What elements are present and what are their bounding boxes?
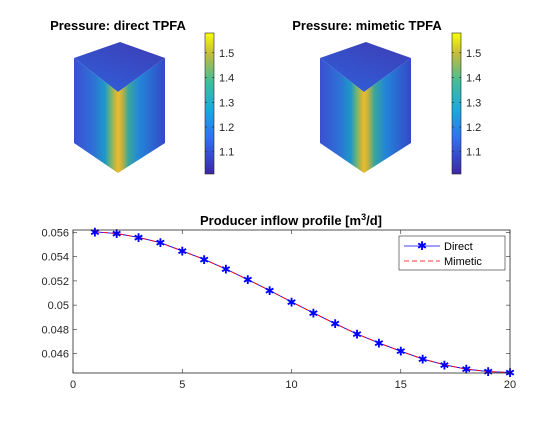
data-point-direct: ✱ <box>265 284 275 298</box>
data-point-direct: ✱ <box>352 327 362 341</box>
left-colorbar-tick-label: 1.5 <box>219 48 234 60</box>
data-point-direct: ✱ <box>374 336 384 350</box>
data-point-direct: ✱ <box>439 358 449 372</box>
data-point-direct: ✱ <box>396 345 406 359</box>
plot-box <box>72 229 511 374</box>
y-tick-label: 0.056 <box>41 227 69 239</box>
right-cube-left-face <box>320 58 364 173</box>
right-cube-right-face <box>364 58 411 173</box>
data-point-direct: ✱ <box>112 227 122 241</box>
legend-direct-marker: ✱ <box>417 239 427 253</box>
left-colorbar: 1.5 1.4 1.3 1.2 1.1 <box>204 32 234 175</box>
right-colorbar-bar <box>451 32 462 175</box>
right-colorbar-ticks: 1.5 1.4 1.3 1.2 1.1 <box>452 48 481 159</box>
data-point-direct: ✱ <box>330 317 340 331</box>
data-point-direct: ✱ <box>308 306 318 320</box>
y-tick-label: 0.05 <box>48 300 69 312</box>
y-tick-label: 0.054 <box>41 252 69 264</box>
right-colorbar-tick-label: 1.2 <box>466 122 481 134</box>
left-colorbar-tick-label: 1.3 <box>219 97 234 109</box>
data-point-direct: ✱ <box>243 273 253 287</box>
data-point-direct: ✱ <box>483 365 493 379</box>
right-cube-top-face <box>320 42 411 92</box>
left-pressure-cube <box>74 42 165 173</box>
legend: ✱ Direct Mimetic <box>398 235 506 271</box>
data-point-direct: ✱ <box>221 263 231 277</box>
left-cube-right-face <box>118 58 165 173</box>
x-tick-label: 0 <box>70 379 76 391</box>
left-colorbar-tick-label: 1.4 <box>219 73 234 85</box>
plot-series: ✱ ✱ ✱ ✱ ✱ ✱ ✱ ✱ ✱ ✱ ✱ ✱ ✱ ✱ ✱ ✱ ✱ ✱ ✱ ✱ <box>90 225 515 380</box>
plot-ticks: 0 5 10 15 20 0.046 0.048 0.05 0.052 0.054 0.056 <box>41 227 516 391</box>
legend-direct-label: Direct <box>444 241 473 253</box>
right-colorbar-tick-label: 1.1 <box>466 147 481 159</box>
data-point-direct: ✱ <box>461 363 471 377</box>
data-point-direct: ✱ <box>155 236 165 250</box>
x-tick-label: 20 <box>504 379 516 391</box>
x-tick-label: 15 <box>395 379 407 391</box>
data-point-direct: ✱ <box>90 225 100 239</box>
legend-box <box>398 235 506 271</box>
left-panel-title: Pressure: direct TPFA <box>50 18 186 33</box>
data-point-direct: ✱ <box>418 352 428 366</box>
y-tick-label: 0.046 <box>41 349 69 361</box>
data-point-direct: ✱ <box>286 295 296 309</box>
x-tick-label: 10 <box>285 379 297 391</box>
plot-title-main: Producer inflow profile [m <box>200 213 361 228</box>
plot-title: Producer inflow profile [m3/d] <box>200 212 382 228</box>
data-point-direct: ✱ <box>199 253 209 267</box>
left-cube-top-face <box>74 42 165 92</box>
right-colorbar-tick-label: 1.4 <box>466 73 481 85</box>
data-point-direct: ✱ <box>177 244 187 258</box>
right-colorbar-tick-label: 1.5 <box>466 48 481 60</box>
y-tick-label: 0.052 <box>41 276 69 288</box>
left-colorbar-tick-label: 1.2 <box>219 122 234 134</box>
left-colorbar-ticks: 1.5 1.4 1.3 1.2 1.1 <box>205 48 234 159</box>
legend-mimetic-label: Mimetic <box>444 256 482 268</box>
plot-title-sup: 3 <box>361 212 366 222</box>
plot-title-tail: /d] <box>366 213 382 228</box>
left-colorbar-bar <box>204 32 215 175</box>
right-colorbar-tick-label: 1.3 <box>466 97 481 109</box>
right-panel-title: Pressure: mimetic TPFA <box>292 18 442 33</box>
right-colorbar: 1.5 1.4 1.3 1.2 1.1 <box>451 32 481 175</box>
left-colorbar-tick-label: 1.1 <box>219 147 234 159</box>
series-line-mimetic <box>94 231 511 373</box>
left-cube-left-face <box>74 58 118 173</box>
y-tick-label: 0.048 <box>41 324 69 336</box>
x-tick-label: 5 <box>179 379 185 391</box>
right-pressure-cube <box>320 42 411 173</box>
data-point-direct: ✱ <box>134 231 144 245</box>
